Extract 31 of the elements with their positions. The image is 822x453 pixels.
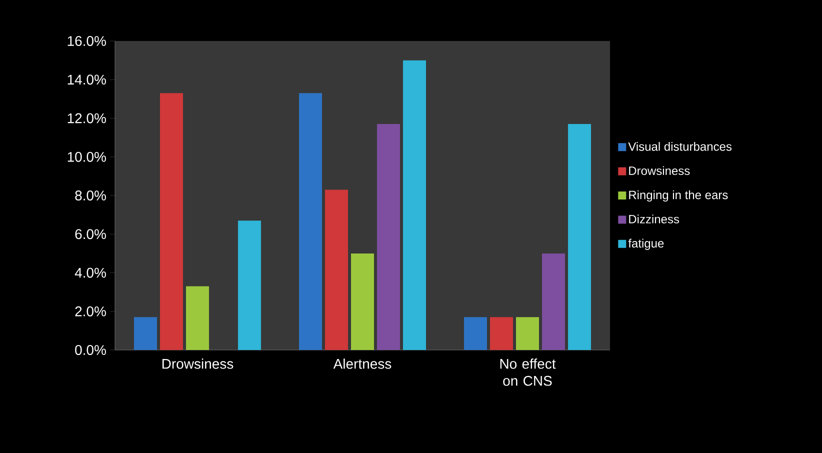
- legend-label: Ringing in the ears: [629, 190, 728, 202]
- y-tick-label: 0.0%: [75, 345, 106, 355]
- y-tick-label: 8.0%: [75, 190, 106, 200]
- bar: [160, 93, 183, 350]
- bar: [238, 220, 262, 350]
- legend-label: fatigue: [628, 238, 664, 250]
- bar: [377, 124, 400, 350]
- bar: [134, 317, 157, 350]
- y-tick-label: 14.0%: [68, 74, 106, 85]
- bar: [351, 253, 374, 350]
- y-tick-label: 12.0%: [68, 113, 106, 124]
- y-tick-label: 2.0%: [75, 306, 106, 316]
- legend-label: Drowsiness: [629, 166, 690, 176]
- bar: [516, 317, 539, 350]
- legend-label: Visual disturbances: [628, 142, 732, 151]
- bar: [464, 317, 487, 350]
- bar: [186, 286, 209, 350]
- bar: [299, 93, 322, 350]
- bar: [568, 124, 592, 350]
- y-tick-label: 4.0%: [74, 268, 106, 278]
- y-tick-label: 16.0%: [68, 36, 106, 46]
- bar: [403, 60, 426, 350]
- x-tick-label: Alertness: [333, 358, 392, 369]
- x-tick-label: No effect on CNS: [500, 358, 556, 386]
- bar: [542, 253, 566, 350]
- bar: [325, 190, 348, 350]
- y-tick-label: 6.0%: [75, 229, 106, 240]
- bar: [490, 317, 513, 350]
- legend-label: Dizziness: [629, 214, 680, 224]
- x-tick-label: Drowsiness: [162, 358, 234, 369]
- y-tick-label: 10.0%: [68, 152, 106, 162]
